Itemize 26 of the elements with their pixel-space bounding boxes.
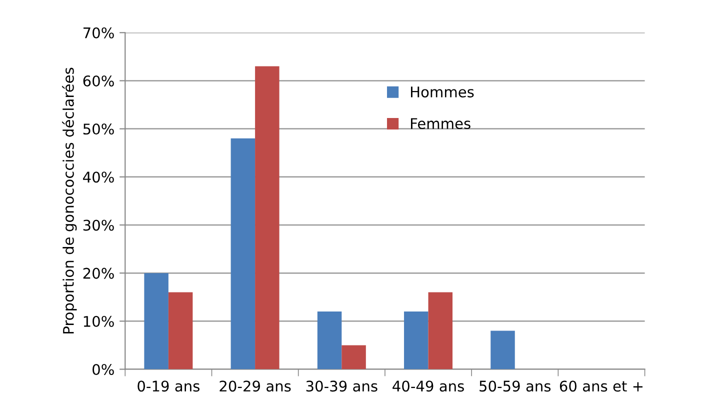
- y-tick-label: 70%: [84, 27, 114, 38]
- bar: [428, 292, 453, 370]
- x-tick-label: 30-39 ans: [306, 380, 378, 392]
- x-tick-label: 60 ans et +: [560, 380, 643, 392]
- x-tick-label: 40-49 ans: [392, 380, 464, 392]
- legend-label: Hommes: [411, 86, 474, 98]
- bar: [342, 345, 366, 370]
- y-tick-label: 30%: [83, 220, 114, 231]
- y-tick-label: 0%: [92, 364, 114, 375]
- x-tick-label: 0-19 ans: [138, 380, 200, 392]
- y-tick-label: 60%: [83, 75, 114, 86]
- bar: [317, 312, 342, 370]
- y-tick-label: 10%: [84, 316, 114, 327]
- y-tick-label: 20%: [83, 268, 114, 279]
- bar: [230, 138, 256, 370]
- y-axis-title: Proportion de gonococcies déclarées: [62, 68, 77, 334]
- bar: [168, 292, 193, 370]
- x-tick-label: 20-29 ans: [220, 380, 291, 392]
- bar: [255, 66, 280, 370]
- y-tick-label: 50%: [83, 124, 114, 135]
- y-tick-label: 40%: [83, 172, 114, 183]
- legend-label: Femmes: [411, 118, 470, 130]
- bar: [404, 312, 428, 370]
- x-tick-label: 50-59 ans: [480, 380, 551, 392]
- bar: [490, 330, 515, 370]
- bar: [144, 273, 168, 370]
